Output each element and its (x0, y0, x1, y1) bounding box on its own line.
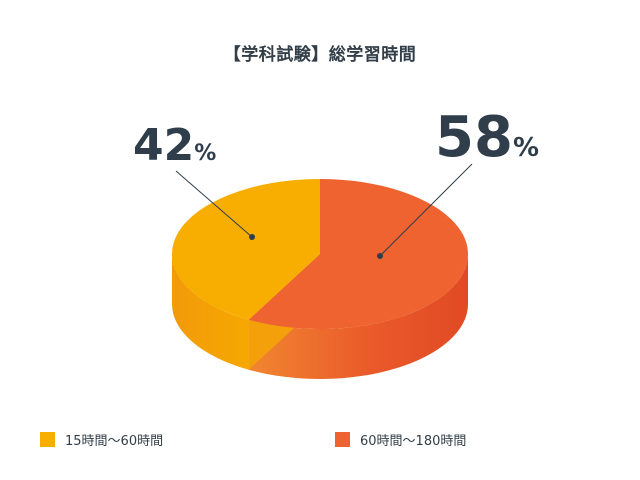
data-label-unit-1: % (513, 133, 539, 163)
legend-item-15-60: 15時間〜60時間 (40, 430, 163, 449)
legend-label-60-180: 60時間〜180時間 (360, 434, 467, 449)
pie-layer (172, 179, 468, 379)
pie-slice-1 (248, 179, 468, 329)
leader-line-1 (379, 163, 473, 257)
data-label-1: 58% (435, 105, 539, 170)
leader-dot-1 (377, 253, 383, 259)
legend-swatch-15-60 (40, 432, 55, 447)
legend-swatch-60-180 (335, 432, 350, 447)
pie-side-1 (248, 254, 468, 379)
pie-slice-0 (172, 179, 320, 320)
data-label-value-0: 42 (133, 120, 194, 171)
label-layer: 58%42% (133, 105, 539, 259)
legend-item-60-180: 60時間〜180時間 (335, 430, 466, 449)
legend-label-15-60: 15時間〜60時間 (65, 434, 164, 449)
leader-dot-0 (249, 234, 255, 240)
data-label-value-1: 58 (435, 105, 513, 170)
data-label-0: 42% (133, 120, 216, 171)
leader-line-0 (175, 170, 253, 238)
data-label-unit-0: % (194, 141, 216, 166)
chart-title: 【学科試験】総学習時間 (223, 45, 417, 65)
pie-side-0 (172, 254, 249, 370)
